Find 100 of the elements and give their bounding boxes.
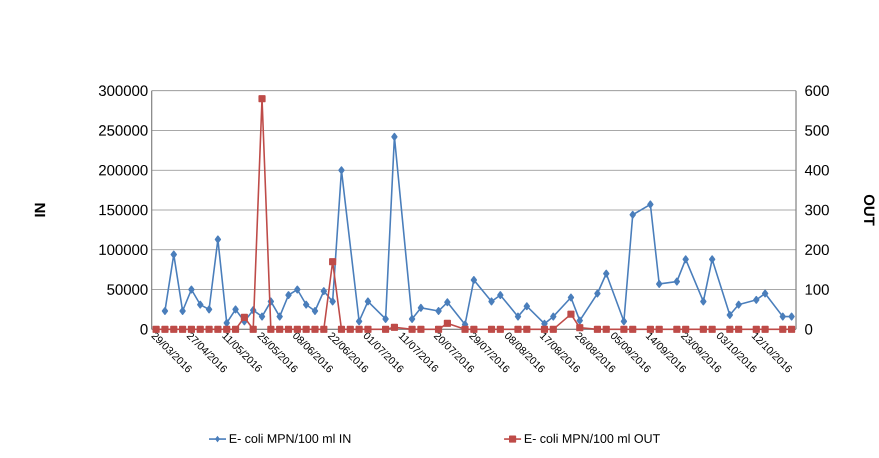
point [205,326,213,333]
y-tick-label: 150000 [99,204,148,216]
point [461,326,469,333]
y2-tick-label: 600 [805,85,829,96]
point [196,326,204,333]
point [302,326,310,333]
point [329,297,336,306]
point [276,312,283,321]
point [514,326,522,333]
point [735,326,742,333]
point [162,307,168,315]
point [735,300,742,309]
point [576,324,584,332]
point [320,287,328,296]
point [594,290,601,298]
point [629,326,636,333]
point [444,320,451,327]
point [788,326,796,333]
point [708,255,716,264]
y-tick-label: 200000 [99,164,148,176]
point [550,326,557,333]
point [258,95,266,102]
y-tick-label: 50000 [107,284,148,295]
point [567,310,575,318]
point [568,293,574,302]
point [224,318,230,327]
point [382,326,390,333]
point [232,305,239,314]
point [302,300,310,309]
point [656,326,663,333]
point [346,326,354,333]
point [179,326,186,333]
point [524,302,530,310]
point [206,305,212,314]
y2-tick-label: 300 [805,204,829,216]
point [267,326,274,333]
point [188,286,195,294]
point [630,210,636,219]
point [258,312,266,321]
y2-tick-label: 400 [804,164,829,176]
point [762,326,769,333]
point [391,132,398,141]
y-tick-label: 250000 [99,125,148,136]
point [753,296,760,304]
point [780,312,786,321]
point [356,326,363,333]
point [700,297,707,306]
point [320,326,328,333]
point [762,290,768,298]
point [700,326,707,333]
point [788,312,795,321]
point [356,317,362,326]
point [708,326,716,333]
y2-axis-title: OUT [864,194,875,226]
legend-label: E- coli MPN/100 ml OUT [524,434,660,443]
point [161,326,169,333]
point [338,326,346,333]
point [620,317,628,326]
point [408,314,416,323]
point [382,314,389,323]
point [240,314,248,321]
point [179,307,186,315]
point [603,270,610,278]
point [602,326,610,333]
y-tick-label: 0 [140,324,148,335]
point [550,312,556,321]
point [294,286,301,294]
point [408,326,416,333]
y2-tick-label: 0 [805,324,812,335]
point [673,326,680,333]
legend-label: E- coli MPN/100 ml IN [230,434,350,443]
point [444,298,451,306]
point [523,326,530,333]
point [576,316,583,325]
y-tick-label: 100000 [99,244,148,256]
point [434,326,442,333]
y-axis-title: IN [34,204,46,216]
point [197,300,204,309]
y-tick-label: 300000 [98,85,148,96]
point [674,278,680,286]
point [390,324,398,331]
point [232,326,240,333]
point [435,307,442,315]
point [647,200,654,208]
point [285,291,292,300]
point [276,326,284,333]
point [152,326,160,333]
point [329,258,336,266]
point [488,326,496,333]
point [470,276,478,284]
point [497,291,504,300]
y2-tick-label: 200 [805,244,829,256]
point [779,326,786,333]
point [214,235,222,244]
point [170,326,178,333]
point [594,326,602,333]
point [338,166,345,174]
point [312,307,318,315]
point [284,326,292,333]
point [488,297,495,306]
